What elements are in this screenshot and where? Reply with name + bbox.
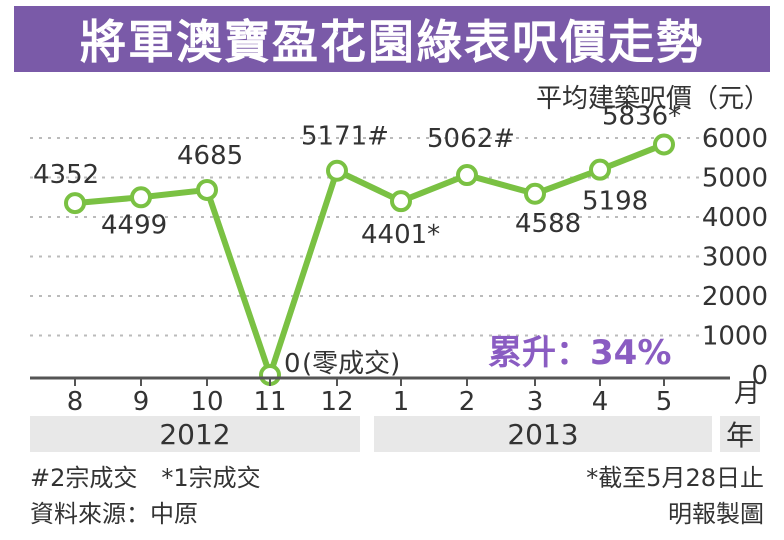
y-tick-label: 2000 xyxy=(702,282,768,312)
data-point xyxy=(456,164,478,187)
data-point xyxy=(524,182,546,205)
y-axis-unit-label: 平均建築呎價（元） xyxy=(535,84,770,114)
data-label: 5836* xyxy=(602,101,681,131)
data-point xyxy=(196,178,218,201)
x-tick-label: 5 xyxy=(656,387,673,417)
chart-title: 將軍澳寶盈花園綠表呎價走勢 xyxy=(14,6,770,72)
data-label: 5198 xyxy=(582,187,648,217)
footnote-cutoff-date: *截至5月28日止 xyxy=(586,464,764,492)
x-tick-label: 12 xyxy=(320,387,353,417)
y-tick-label: 3000 xyxy=(702,243,768,273)
year-band-2012: 2012 xyxy=(30,416,360,452)
x-tick-label: 1 xyxy=(393,387,410,417)
x-tick-label: 3 xyxy=(527,387,544,417)
x-tick-label: 2 xyxy=(459,387,476,417)
data-label: 4685 xyxy=(177,141,243,171)
y-tick-label: 5000 xyxy=(702,164,768,194)
x-axis-month-label: 月 xyxy=(734,379,760,409)
y-tick-label: 6000 xyxy=(702,124,768,154)
data-point xyxy=(390,190,412,213)
zero-trade-annotation: (零成交) xyxy=(302,349,400,379)
data-point xyxy=(64,192,86,215)
data-label: 5171# xyxy=(301,122,389,152)
x-tick-label: 9 xyxy=(133,387,150,417)
footnote-legend: #2宗成交 *1宗成交 xyxy=(30,464,261,492)
x-tick-label: 4 xyxy=(592,387,609,417)
x-axis-year-label: 年 xyxy=(720,416,760,452)
footnote-source: 資料來源：中原 xyxy=(30,500,198,528)
data-label: 4352 xyxy=(33,160,99,190)
data-point xyxy=(326,159,348,182)
x-tick-label: 10 xyxy=(190,387,223,417)
year-band-2013: 2013 xyxy=(374,416,712,452)
y-tick-label: 0 xyxy=(751,361,768,391)
x-tick-label: 11 xyxy=(253,387,286,417)
data-label: 4401* xyxy=(361,220,440,250)
y-tick-label: 4000 xyxy=(702,203,768,233)
footnote-credit: 明報製圖 xyxy=(668,500,764,528)
data-label: 5062# xyxy=(427,124,515,154)
cumulative-rise-annotation: 累升：34% xyxy=(488,333,671,373)
y-tick-label: 1000 xyxy=(702,322,768,352)
data-label: 0 xyxy=(284,349,301,379)
data-point xyxy=(589,158,611,181)
data-point xyxy=(130,186,152,209)
series-line xyxy=(74,141,666,378)
data-point xyxy=(653,133,675,156)
data-label: 4499 xyxy=(101,210,167,240)
data-label: 4588 xyxy=(515,209,581,239)
x-tick-label: 8 xyxy=(67,387,84,417)
